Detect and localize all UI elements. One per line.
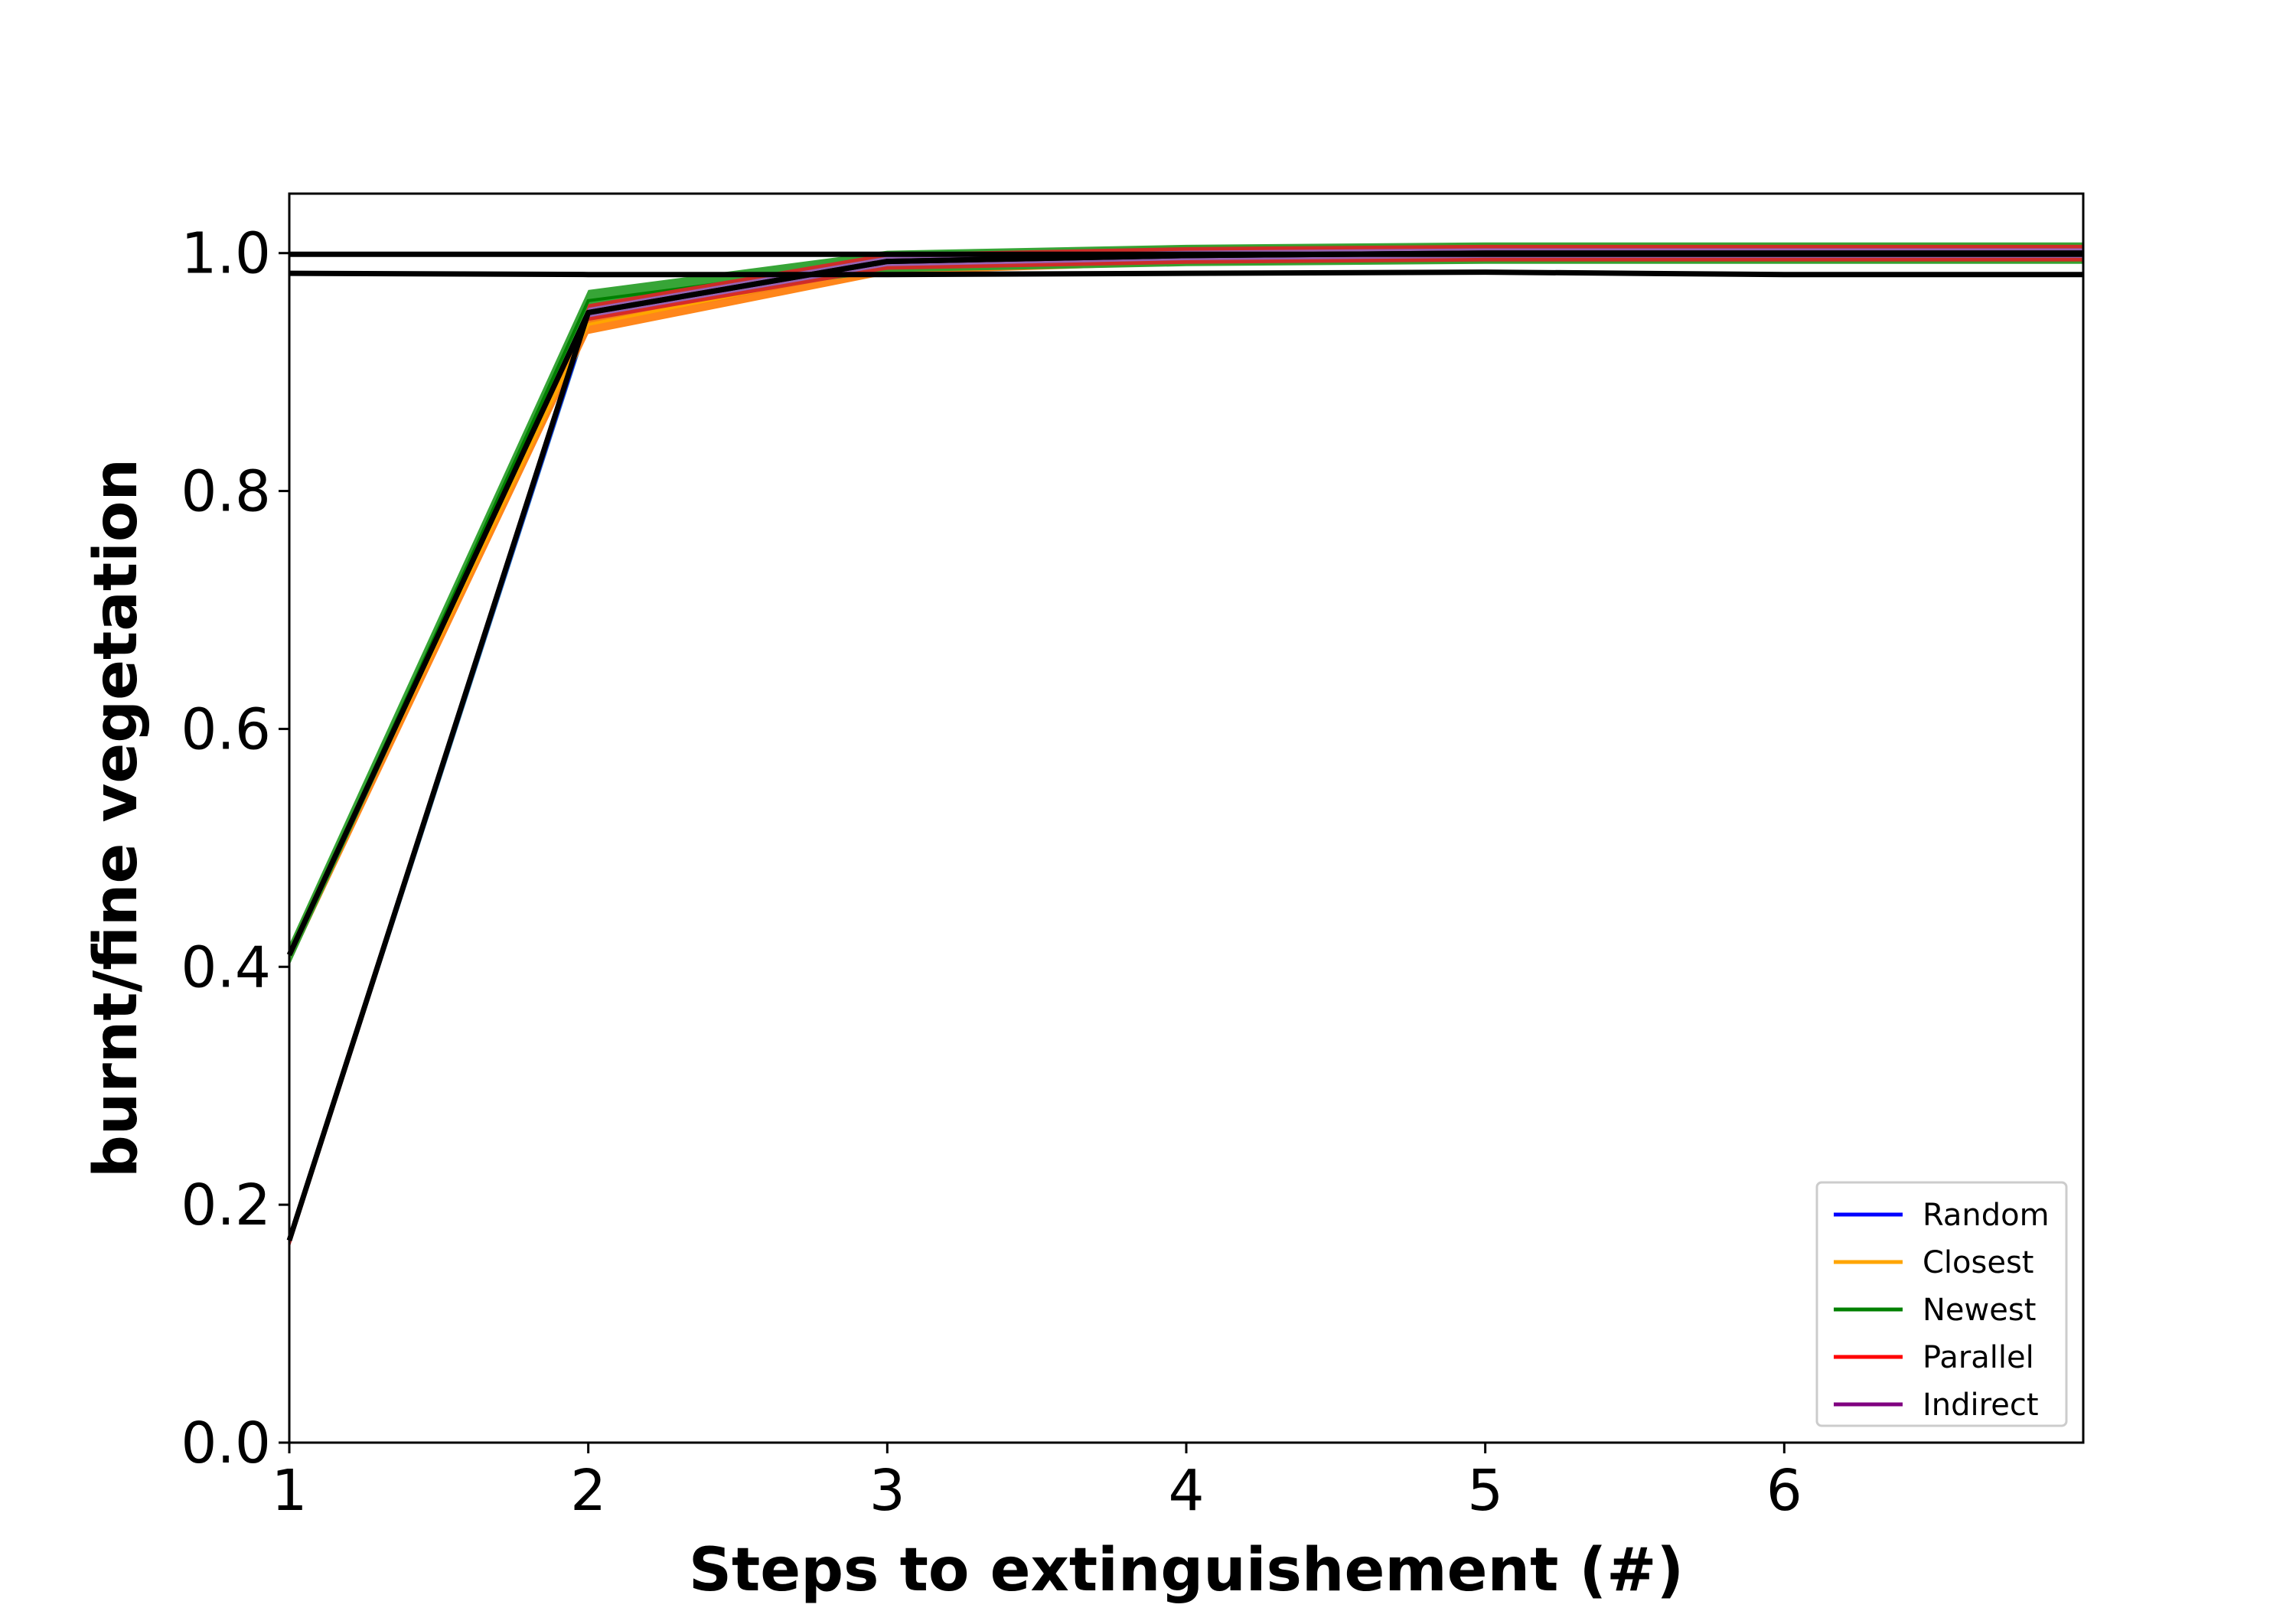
y-tick-label: 0.2: [181, 1172, 271, 1238]
y-tick-label: 0.4: [181, 934, 271, 1000]
legend-label-indirect: Indirect: [1923, 1388, 2039, 1423]
x-tick-label: 1: [271, 1458, 307, 1524]
legend-label-parallel: Parallel: [1923, 1340, 2034, 1375]
x-tick-label: 5: [1467, 1458, 1503, 1524]
y-tick-label: 0.6: [181, 696, 271, 762]
y-tick-label: 1.0: [181, 221, 271, 287]
series-layer: [288, 242, 2083, 1249]
x-axis-label: Steps to extinguishement (#): [689, 1536, 1684, 1605]
legend-label-newest: Newest: [1923, 1293, 2036, 1328]
x-tick-label: 2: [570, 1458, 606, 1524]
x-tick-label: 4: [1168, 1458, 1204, 1524]
x-tick-label: 6: [1766, 1458, 1802, 1524]
legend-box: [1815, 1181, 2068, 1427]
legend-label-closest: Closest: [1923, 1245, 2034, 1280]
y-tick-label: 0.0: [181, 1410, 271, 1476]
y-axis-label: burnt/fine vegetation: [82, 458, 151, 1178]
reference-line-4: [289, 269, 2083, 278]
legend: Random Closest Newest Parallel Indirect: [1815, 1181, 2068, 1427]
reference-lines-layer: [286, 250, 2083, 1241]
legend-label-random: Random: [1923, 1198, 2050, 1233]
x-tick-label: 3: [869, 1458, 905, 1524]
series-band-closest: [289, 243, 2083, 965]
y-tick-label: 0.8: [181, 459, 271, 525]
legend-items: Random Closest Newest Parallel Indirect: [1834, 1198, 2050, 1423]
series-band-newest: [289, 242, 2083, 966]
axis-layer: 1 2 3 4 5 6 0.0 0.2 0.4 0.6 0.8 1.0: [181, 221, 1802, 1524]
reference-line-2: [286, 250, 2083, 1241]
